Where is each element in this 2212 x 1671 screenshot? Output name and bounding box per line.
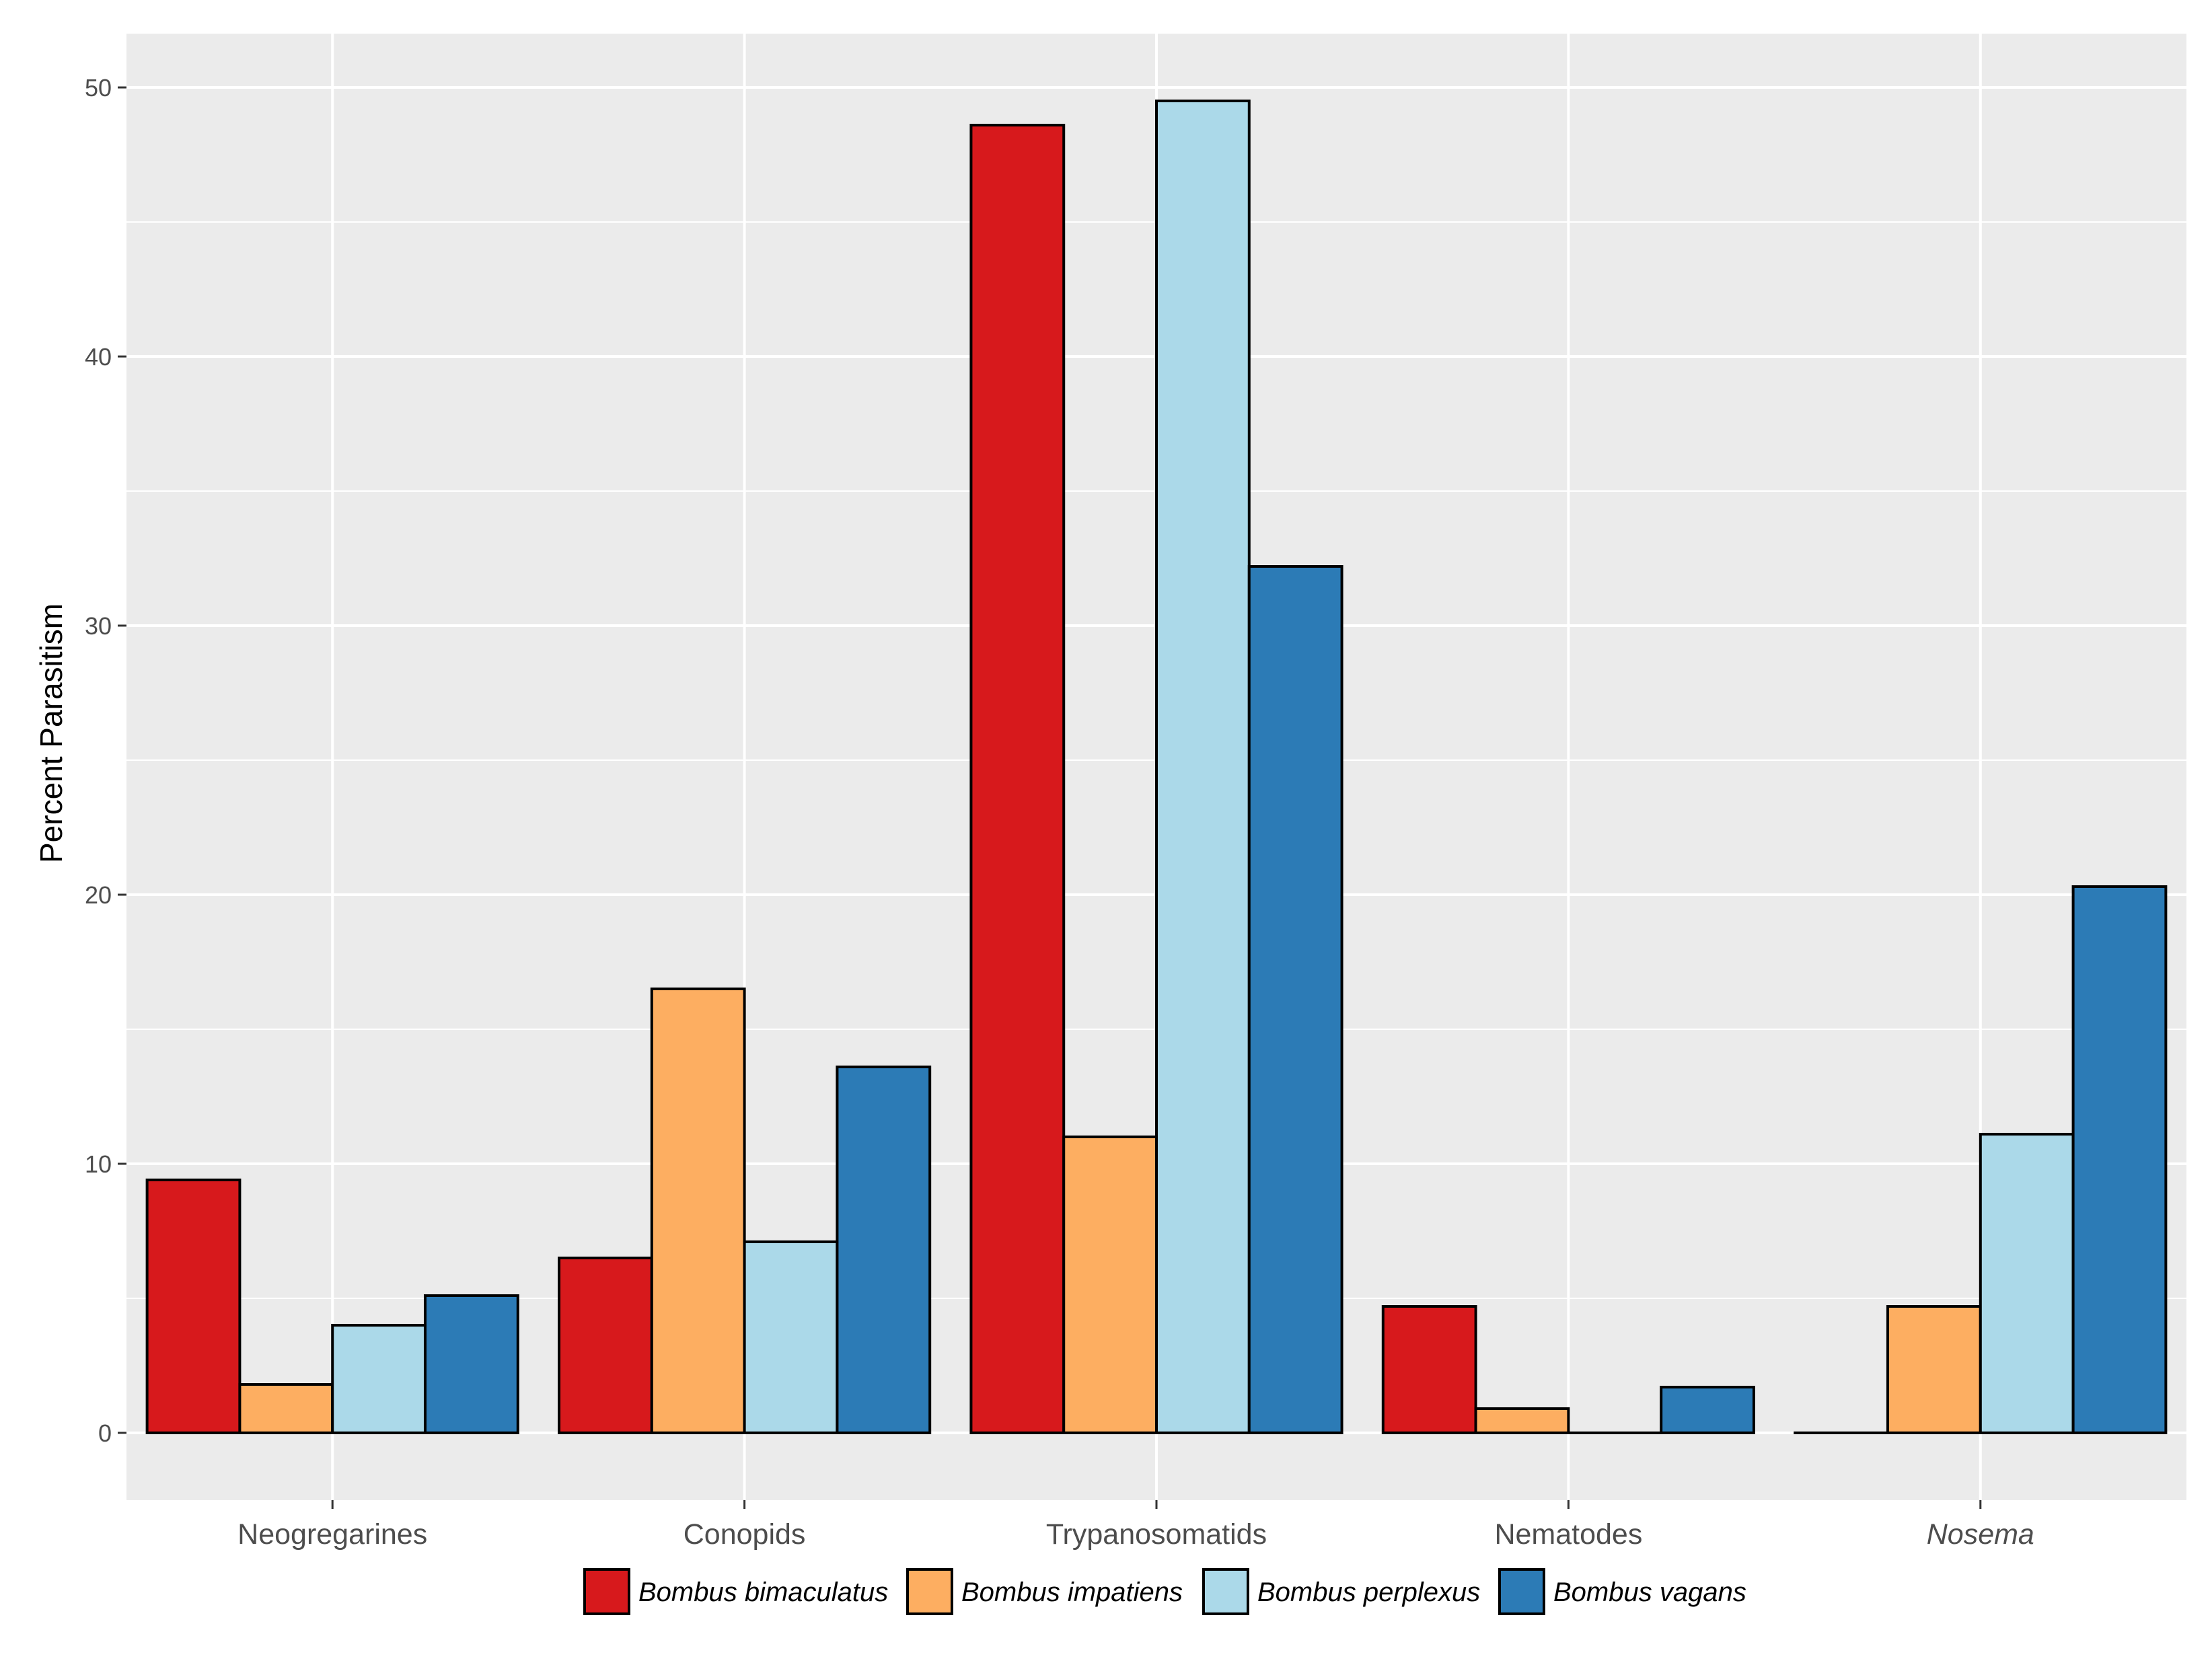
- x-tick-label: Nosema: [1927, 1518, 2034, 1551]
- bar-neogregarines-bombus-bimaculatus: [145, 1179, 242, 1434]
- bar-conopids-bombus-perplexus: [743, 1240, 839, 1434]
- legend-key-bombus-impatiens: [906, 1568, 953, 1615]
- bars: [145, 100, 2168, 1435]
- legend-key-bombus-vagans: [1498, 1568, 1545, 1615]
- bar-conopids-bombus-impatiens: [650, 988, 746, 1434]
- bar-trypanosomatids-bombus-impatiens: [1062, 1136, 1158, 1434]
- bar-neogregarines-bombus-impatiens: [238, 1383, 334, 1434]
- bar-nematodes-bombus-bimaculatus: [1381, 1305, 1477, 1434]
- bar-nematodes-bombus-vagans: [1660, 1386, 1755, 1434]
- bar-neogregarines-bombus-vagans: [423, 1294, 519, 1434]
- bar-conopids-bombus-bimaculatus: [558, 1257, 653, 1434]
- legend: Bombus bimaculatus Bombus impatiens Bombus…: [583, 1568, 1746, 1615]
- y-tick-label: 40: [85, 343, 112, 371]
- y-tick-label: 30: [85, 612, 112, 640]
- legend-key-bombus-perplexus: [1202, 1568, 1249, 1615]
- legend-label-bombus-vagans: Bombus vagans: [1553, 1577, 1746, 1607]
- y-axis: 0 10 20 30 40 50: [85, 74, 126, 1447]
- y-axis-title: Percent Parasitism: [34, 603, 69, 863]
- bar-nematodes-bombus-impatiens: [1474, 1407, 1570, 1434]
- bar-conopids-bombus-vagans: [836, 1066, 932, 1434]
- legend-key-bombus-bimaculatus: [583, 1568, 630, 1615]
- bar-trypanosomatids-bombus-vagans: [1247, 565, 1343, 1434]
- legend-label-bombus-bimaculatus: Bombus bimaculatus: [638, 1577, 888, 1607]
- x-tick-label: Trypanosomatids: [1046, 1518, 1267, 1551]
- bar-nosema-bombus-impatiens: [1886, 1305, 1982, 1434]
- bar-trypanosomatids-bombus-bimaculatus: [969, 124, 1066, 1434]
- bar-trypanosomatids-bombus-perplexus: [1155, 100, 1251, 1434]
- x-tick-label: Nematodes: [1494, 1518, 1642, 1551]
- y-tick-label: 20: [85, 881, 112, 909]
- x-tick-label: Neogregarines: [237, 1518, 427, 1551]
- bar-nosema-bombus-perplexus: [1979, 1133, 2075, 1434]
- y-tick-label: 10: [85, 1150, 112, 1178]
- bar-neogregarines-bombus-perplexus: [331, 1324, 427, 1434]
- bar-nosema-bombus-vagans: [2071, 885, 2168, 1434]
- y-tick-label: 50: [85, 74, 112, 102]
- legend-label-bombus-perplexus: Bombus perplexus: [1257, 1577, 1480, 1607]
- x-axis: Neogregarines Conopids Trypanosomatids Nema…: [237, 1500, 2034, 1551]
- x-tick-label: Conopids: [684, 1518, 806, 1551]
- legend-label-bombus-impatiens: Bombus impatiens: [961, 1577, 1183, 1607]
- y-tick-label: 0: [98, 1419, 112, 1447]
